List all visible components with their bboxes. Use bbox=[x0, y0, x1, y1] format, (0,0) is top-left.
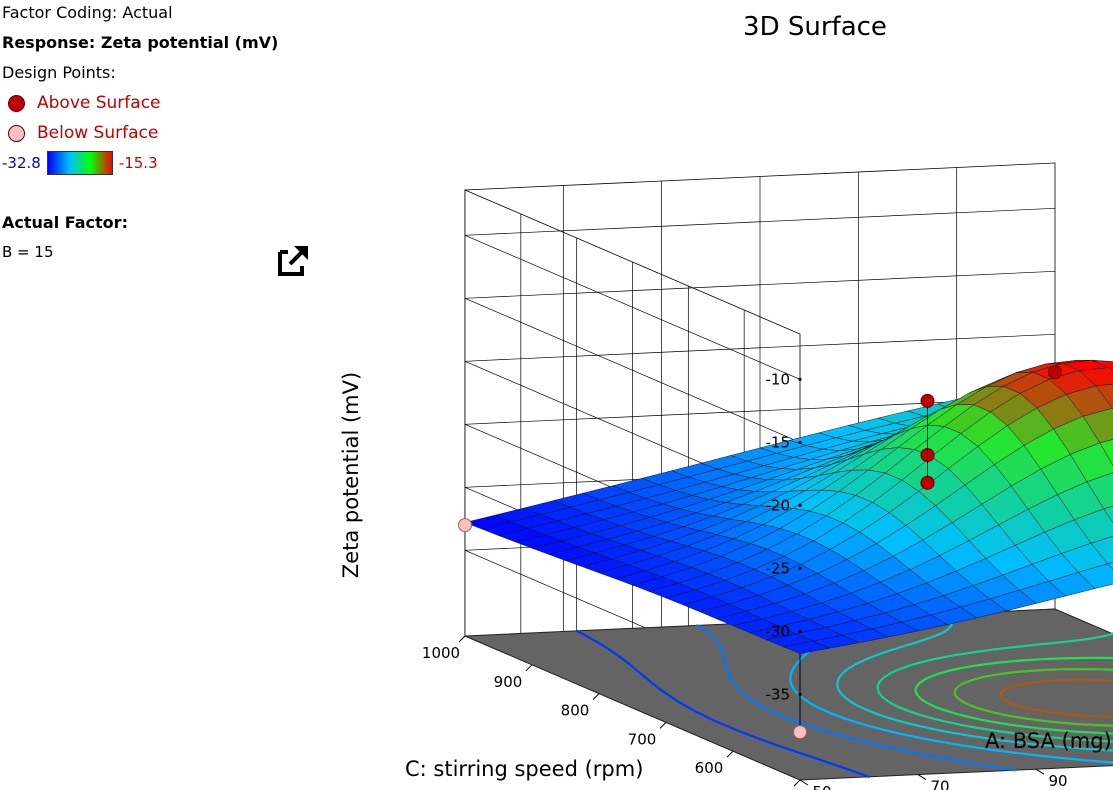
y-tick-label: 1000 bbox=[422, 644, 460, 662]
actual-factor-label: Actual Factor: bbox=[2, 213, 128, 232]
floor-contour-line bbox=[999, 678, 1113, 718]
axis-ticks: 5070901101301505006007008009001000-10-15… bbox=[422, 370, 1068, 790]
x-tick-label: 50 bbox=[812, 783, 831, 790]
design-point-marker bbox=[458, 518, 472, 533]
y-tick-label: 800 bbox=[561, 702, 590, 720]
z-tick-label: -10 bbox=[766, 370, 791, 388]
legend-below-surface: Below Surface bbox=[8, 122, 158, 144]
color-scale-min: -32.8 bbox=[2, 154, 41, 172]
floor-contour-line bbox=[914, 656, 1113, 735]
x-tick-mark bbox=[1035, 768, 1045, 775]
x-tick-mark bbox=[799, 779, 809, 786]
color-scale-max: -15.3 bbox=[118, 154, 158, 172]
z-tick-label: -35 bbox=[766, 685, 791, 703]
design-points bbox=[458, 365, 1062, 740]
y-tick-label: 500 bbox=[762, 788, 791, 790]
expand-icon[interactable] bbox=[276, 242, 312, 278]
z-tick-label: -25 bbox=[766, 559, 791, 577]
x-tick-label: 90 bbox=[1048, 772, 1067, 790]
design-point-marker bbox=[920, 393, 935, 408]
surface-cell bbox=[1107, 562, 1113, 570]
y-tick-mark bbox=[726, 750, 734, 758]
y-tick-mark bbox=[793, 779, 801, 787]
design-points-label: Design Points: bbox=[2, 63, 116, 82]
y-tick-label: 700 bbox=[628, 730, 657, 748]
color-scale: -32.8 -15.3 bbox=[2, 150, 158, 176]
z-tick-mark bbox=[798, 503, 802, 507]
factor-coding-label: Factor Coding: Actual bbox=[2, 3, 173, 22]
z-tick-mark bbox=[798, 629, 802, 633]
surface-cell bbox=[1103, 505, 1113, 524]
y-tick-label: 600 bbox=[695, 759, 724, 777]
chart-title: 3D Surface bbox=[743, 12, 887, 42]
x-tick-label: 70 bbox=[930, 778, 949, 790]
y-tick-label: 900 bbox=[494, 673, 523, 691]
above-surface-label: Above Surface bbox=[37, 93, 161, 113]
floor-contour-line bbox=[789, 618, 1113, 764]
wall-grid-line bbox=[464, 270, 1056, 443]
response-label: Response: Zeta potential (mV) bbox=[2, 33, 279, 52]
design-point-marker bbox=[793, 725, 807, 740]
wall-grid-line bbox=[464, 333, 1056, 506]
z-axis-title: Zeta potential (mV) bbox=[339, 372, 363, 578]
wall-grid-line bbox=[464, 207, 1056, 380]
design-point-marker bbox=[1048, 365, 1062, 380]
below-surface-marker bbox=[8, 124, 25, 142]
above-surface-marker bbox=[8, 94, 25, 112]
z-tick-label: -20 bbox=[766, 496, 791, 514]
y-tick-mark bbox=[659, 722, 667, 729]
info-panel: Factor Coding: Actual Response: Zeta pot… bbox=[0, 0, 330, 290]
floor-contour-line bbox=[696, 624, 1016, 772]
y-axis-title: C: stirring speed (rpm) bbox=[405, 757, 643, 781]
z-tick-mark bbox=[798, 692, 802, 696]
below-surface-label: Below Surface bbox=[37, 123, 159, 143]
color-scale-gradient bbox=[46, 151, 113, 175]
design-point-marker bbox=[920, 475, 935, 490]
floor-contour-line bbox=[876, 632, 1113, 743]
z-tick-label: -15 bbox=[766, 433, 791, 451]
actual-factor-value: B = 15 bbox=[2, 243, 54, 261]
z-tick-mark bbox=[798, 566, 802, 570]
y-tick-mark bbox=[525, 664, 533, 672]
legend-above-surface: Above Surface bbox=[8, 92, 161, 114]
z-tick-label: -30 bbox=[766, 622, 791, 640]
floor-contour-line bbox=[575, 629, 870, 778]
z-tick-mark bbox=[798, 377, 802, 381]
surface-cell bbox=[782, 640, 831, 654]
z-tick-mark bbox=[798, 440, 802, 444]
response-surface bbox=[464, 359, 1113, 654]
y-tick-mark bbox=[458, 635, 466, 643]
x-tick-mark bbox=[917, 774, 927, 781]
y-tick-mark bbox=[592, 693, 600, 700]
x-axis-title: A: BSA (mg) bbox=[985, 729, 1112, 753]
floor-contour-line bbox=[953, 668, 1113, 727]
